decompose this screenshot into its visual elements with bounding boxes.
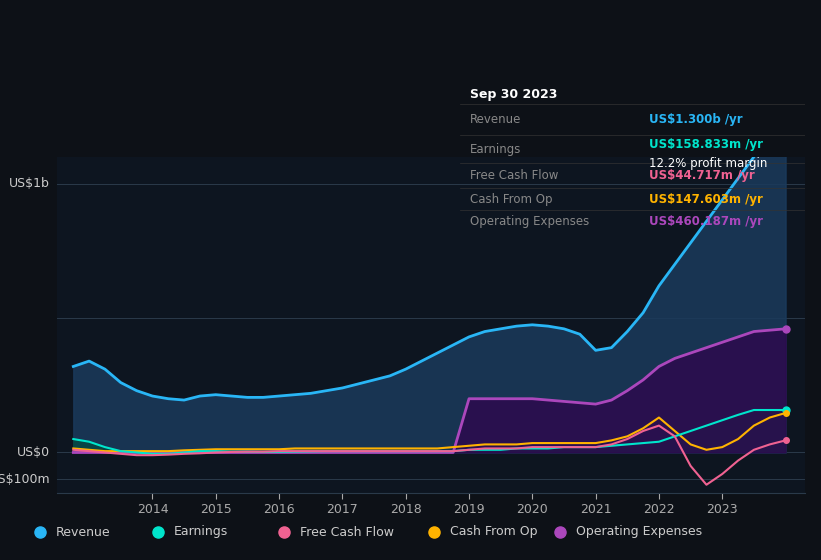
Text: US$0: US$0 — [17, 446, 50, 459]
Text: Revenue: Revenue — [470, 113, 521, 126]
Text: Cash From Op: Cash From Op — [470, 193, 553, 206]
Text: Earnings: Earnings — [174, 525, 228, 539]
Text: US$158.833m /yr: US$158.833m /yr — [649, 138, 764, 151]
Text: Free Cash Flow: Free Cash Flow — [470, 170, 558, 183]
Text: 12.2% profit margin: 12.2% profit margin — [649, 157, 768, 170]
Text: US$1.300b /yr: US$1.300b /yr — [649, 113, 743, 126]
Text: US$460.187m /yr: US$460.187m /yr — [649, 215, 764, 228]
Text: US$1b: US$1b — [9, 177, 50, 190]
Text: US$147.603m /yr: US$147.603m /yr — [649, 193, 764, 206]
Text: Free Cash Flow: Free Cash Flow — [300, 525, 394, 539]
Text: US$44.717m /yr: US$44.717m /yr — [649, 170, 755, 183]
Text: Earnings: Earnings — [470, 143, 521, 156]
Text: Operating Expenses: Operating Expenses — [470, 215, 589, 228]
Text: Sep 30 2023: Sep 30 2023 — [470, 88, 557, 101]
Text: Operating Expenses: Operating Expenses — [576, 525, 702, 539]
Text: Revenue: Revenue — [56, 525, 111, 539]
Text: -US$100m: -US$100m — [0, 473, 50, 486]
Text: Cash From Op: Cash From Op — [450, 525, 538, 539]
